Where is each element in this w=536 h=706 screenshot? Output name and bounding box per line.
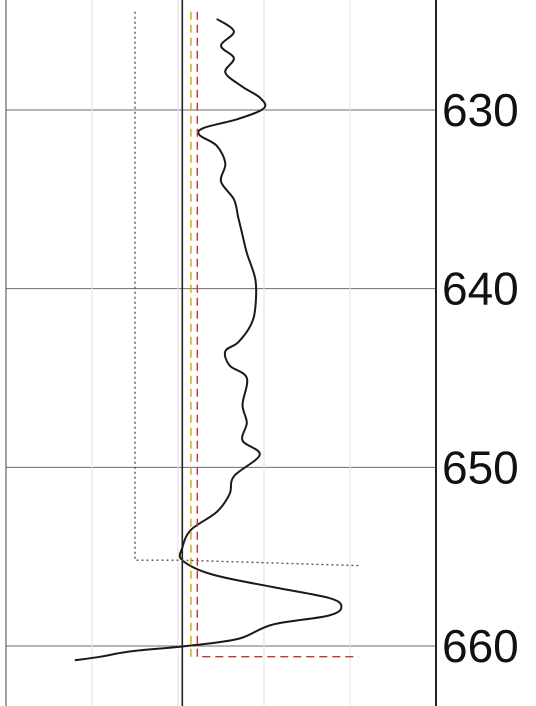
vertical-gridlines xyxy=(91,0,351,706)
series-layer xyxy=(74,11,359,662)
series-solid-0 xyxy=(74,18,343,662)
depth-tick-label: 650 xyxy=(442,441,519,493)
series-dashed-3 xyxy=(196,11,359,658)
horizontal-gridlines xyxy=(6,109,436,647)
depth-tick-label: 630 xyxy=(442,84,519,136)
depth-tick-label: 660 xyxy=(442,620,519,672)
depth-tick-label: 640 xyxy=(442,263,519,315)
depth-tick-labels: 630 640 650 660 xyxy=(442,84,519,672)
